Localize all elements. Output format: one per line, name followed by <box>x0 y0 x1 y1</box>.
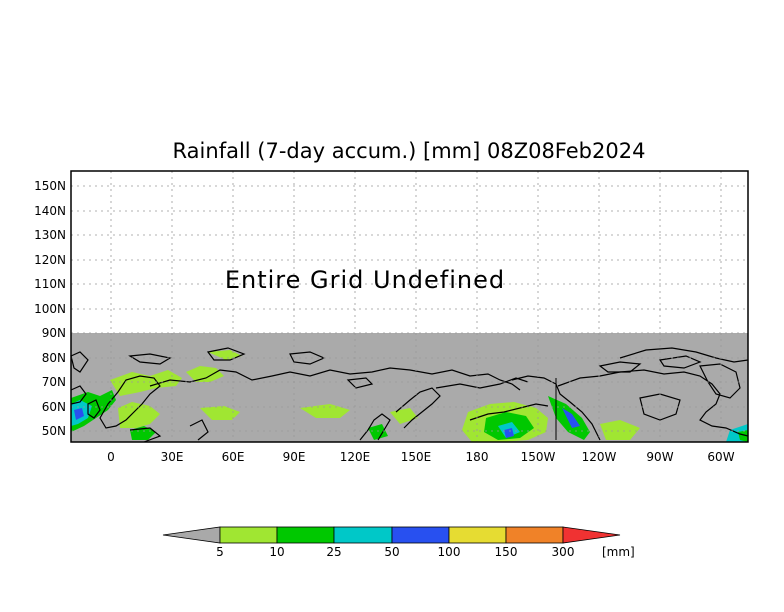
plot-frame <box>70 170 749 443</box>
colorbar-bin-25-50 <box>333 526 393 544</box>
lat-label: 110N <box>34 277 66 291</box>
coast-novaya-zemlya <box>206 347 246 361</box>
rain-patch-japan <box>368 424 388 440</box>
coast-iceland <box>70 385 87 405</box>
lon-label: 90E <box>283 450 306 464</box>
lat-label: 140N <box>34 204 66 218</box>
lon-label: 180 <box>466 450 489 464</box>
colorbar-unit: [mm] <box>602 545 635 559</box>
rain-patch-atlantic-canada-edge <box>738 430 748 442</box>
lat-label: 80N <box>42 351 66 365</box>
lat-label: 70N <box>42 375 66 389</box>
colorbar-label: 50 <box>384 545 399 559</box>
rain-patch-europe <box>71 390 116 432</box>
colorbar-above-triangle <box>562 526 621 544</box>
colorbar-bin-50-100 <box>391 526 450 544</box>
lat-label: 60N <box>42 400 66 414</box>
lat-label: 120N <box>34 253 66 267</box>
map-title: Rainfall (7-day accum.) [mm] 08Z08Feb202… <box>173 139 646 163</box>
coast-siberia-arctic <box>149 367 521 391</box>
colorbar-bin-10-25 <box>276 526 335 544</box>
coast-victoria-island <box>598 361 642 373</box>
coast-caspian <box>189 419 209 441</box>
coast-british-isles <box>87 399 101 419</box>
coast-kamchatka-okhotsk <box>395 387 441 429</box>
rain-patch-scandinavia <box>110 370 182 396</box>
lat-label: 130N <box>34 228 66 242</box>
colorbar-bin-5-10 <box>219 526 278 544</box>
colorbar-label: 5 <box>216 545 224 559</box>
rain-patch-barents <box>186 366 224 382</box>
coastlines <box>70 347 749 443</box>
colorbar-bin-100-150 <box>448 526 507 544</box>
lon-label: 0 <box>107 450 115 464</box>
rain-patch-east-siberia <box>390 408 418 424</box>
coast-new-siberian-islands <box>346 377 374 389</box>
rain-patch-west-siberia <box>200 406 240 420</box>
colorbar-bin-150-300 <box>505 526 564 544</box>
rain-patch-central-siberia <box>300 404 350 418</box>
undefined-grid-annotation: Entire Grid Undefined <box>225 266 505 294</box>
coast-baffin-island <box>699 363 741 399</box>
rain-patch-novaya-zemlya <box>208 350 242 360</box>
colorbar-label: 150 <box>495 545 518 559</box>
coast-northern-canada <box>557 369 749 437</box>
coast-greenland-east <box>70 351 89 373</box>
colorbar: 5 10 25 50 100 150 300 [mm] <box>162 526 635 559</box>
coast-scandinavia <box>99 375 161 429</box>
colorbar-label: 25 <box>326 545 341 559</box>
rain-patch-canada <box>600 420 640 440</box>
coast-svalbard <box>128 353 172 365</box>
lon-label: 30E <box>161 450 184 464</box>
coast-alaska <box>511 375 601 441</box>
coast-canadian-archipelago <box>619 347 749 363</box>
lon-label: 120E <box>340 450 371 464</box>
latitude-axis: 150N 140N 130N 120N 110N 100N 90N 80N 70… <box>34 179 66 438</box>
lon-label: 90W <box>646 450 673 464</box>
lon-label: 120W <box>582 450 617 464</box>
lon-label: 60E <box>222 450 245 464</box>
lon-label: 60W <box>707 450 734 464</box>
rain-patch-alaska-max <box>562 408 580 428</box>
lat-label: 50N <box>42 424 66 438</box>
coast-severnaya-zemlya <box>289 351 326 365</box>
lon-label: 150E <box>401 450 432 464</box>
coast-aleutians <box>469 403 549 421</box>
lat-label: 150N <box>34 179 66 193</box>
lat-label: 100N <box>34 302 66 316</box>
coast-japan-korea <box>359 413 391 441</box>
coast-baffin-north <box>658 355 702 369</box>
rain-patch-pacific-max <box>504 428 514 438</box>
gridlines <box>71 171 748 442</box>
colorbar-label: 300 <box>552 545 575 559</box>
undefined-data-region <box>71 333 748 442</box>
lat-label: 90N <box>42 326 66 340</box>
longitude-axis: 0 30E 60E 90E 120E 150E 180 150W 120W 90… <box>107 450 735 464</box>
colorbar-below-triangle <box>162 526 221 544</box>
colorbar-label: 100 <box>438 545 461 559</box>
rain-patch-europe-max <box>74 408 84 420</box>
rain-patch-east-europe <box>118 402 160 428</box>
colorbar-label: 10 <box>269 545 284 559</box>
lon-label: 150W <box>521 450 556 464</box>
coast-black-sea <box>129 427 162 443</box>
map-plot-area: Entire Grid Undefined <box>70 170 749 443</box>
